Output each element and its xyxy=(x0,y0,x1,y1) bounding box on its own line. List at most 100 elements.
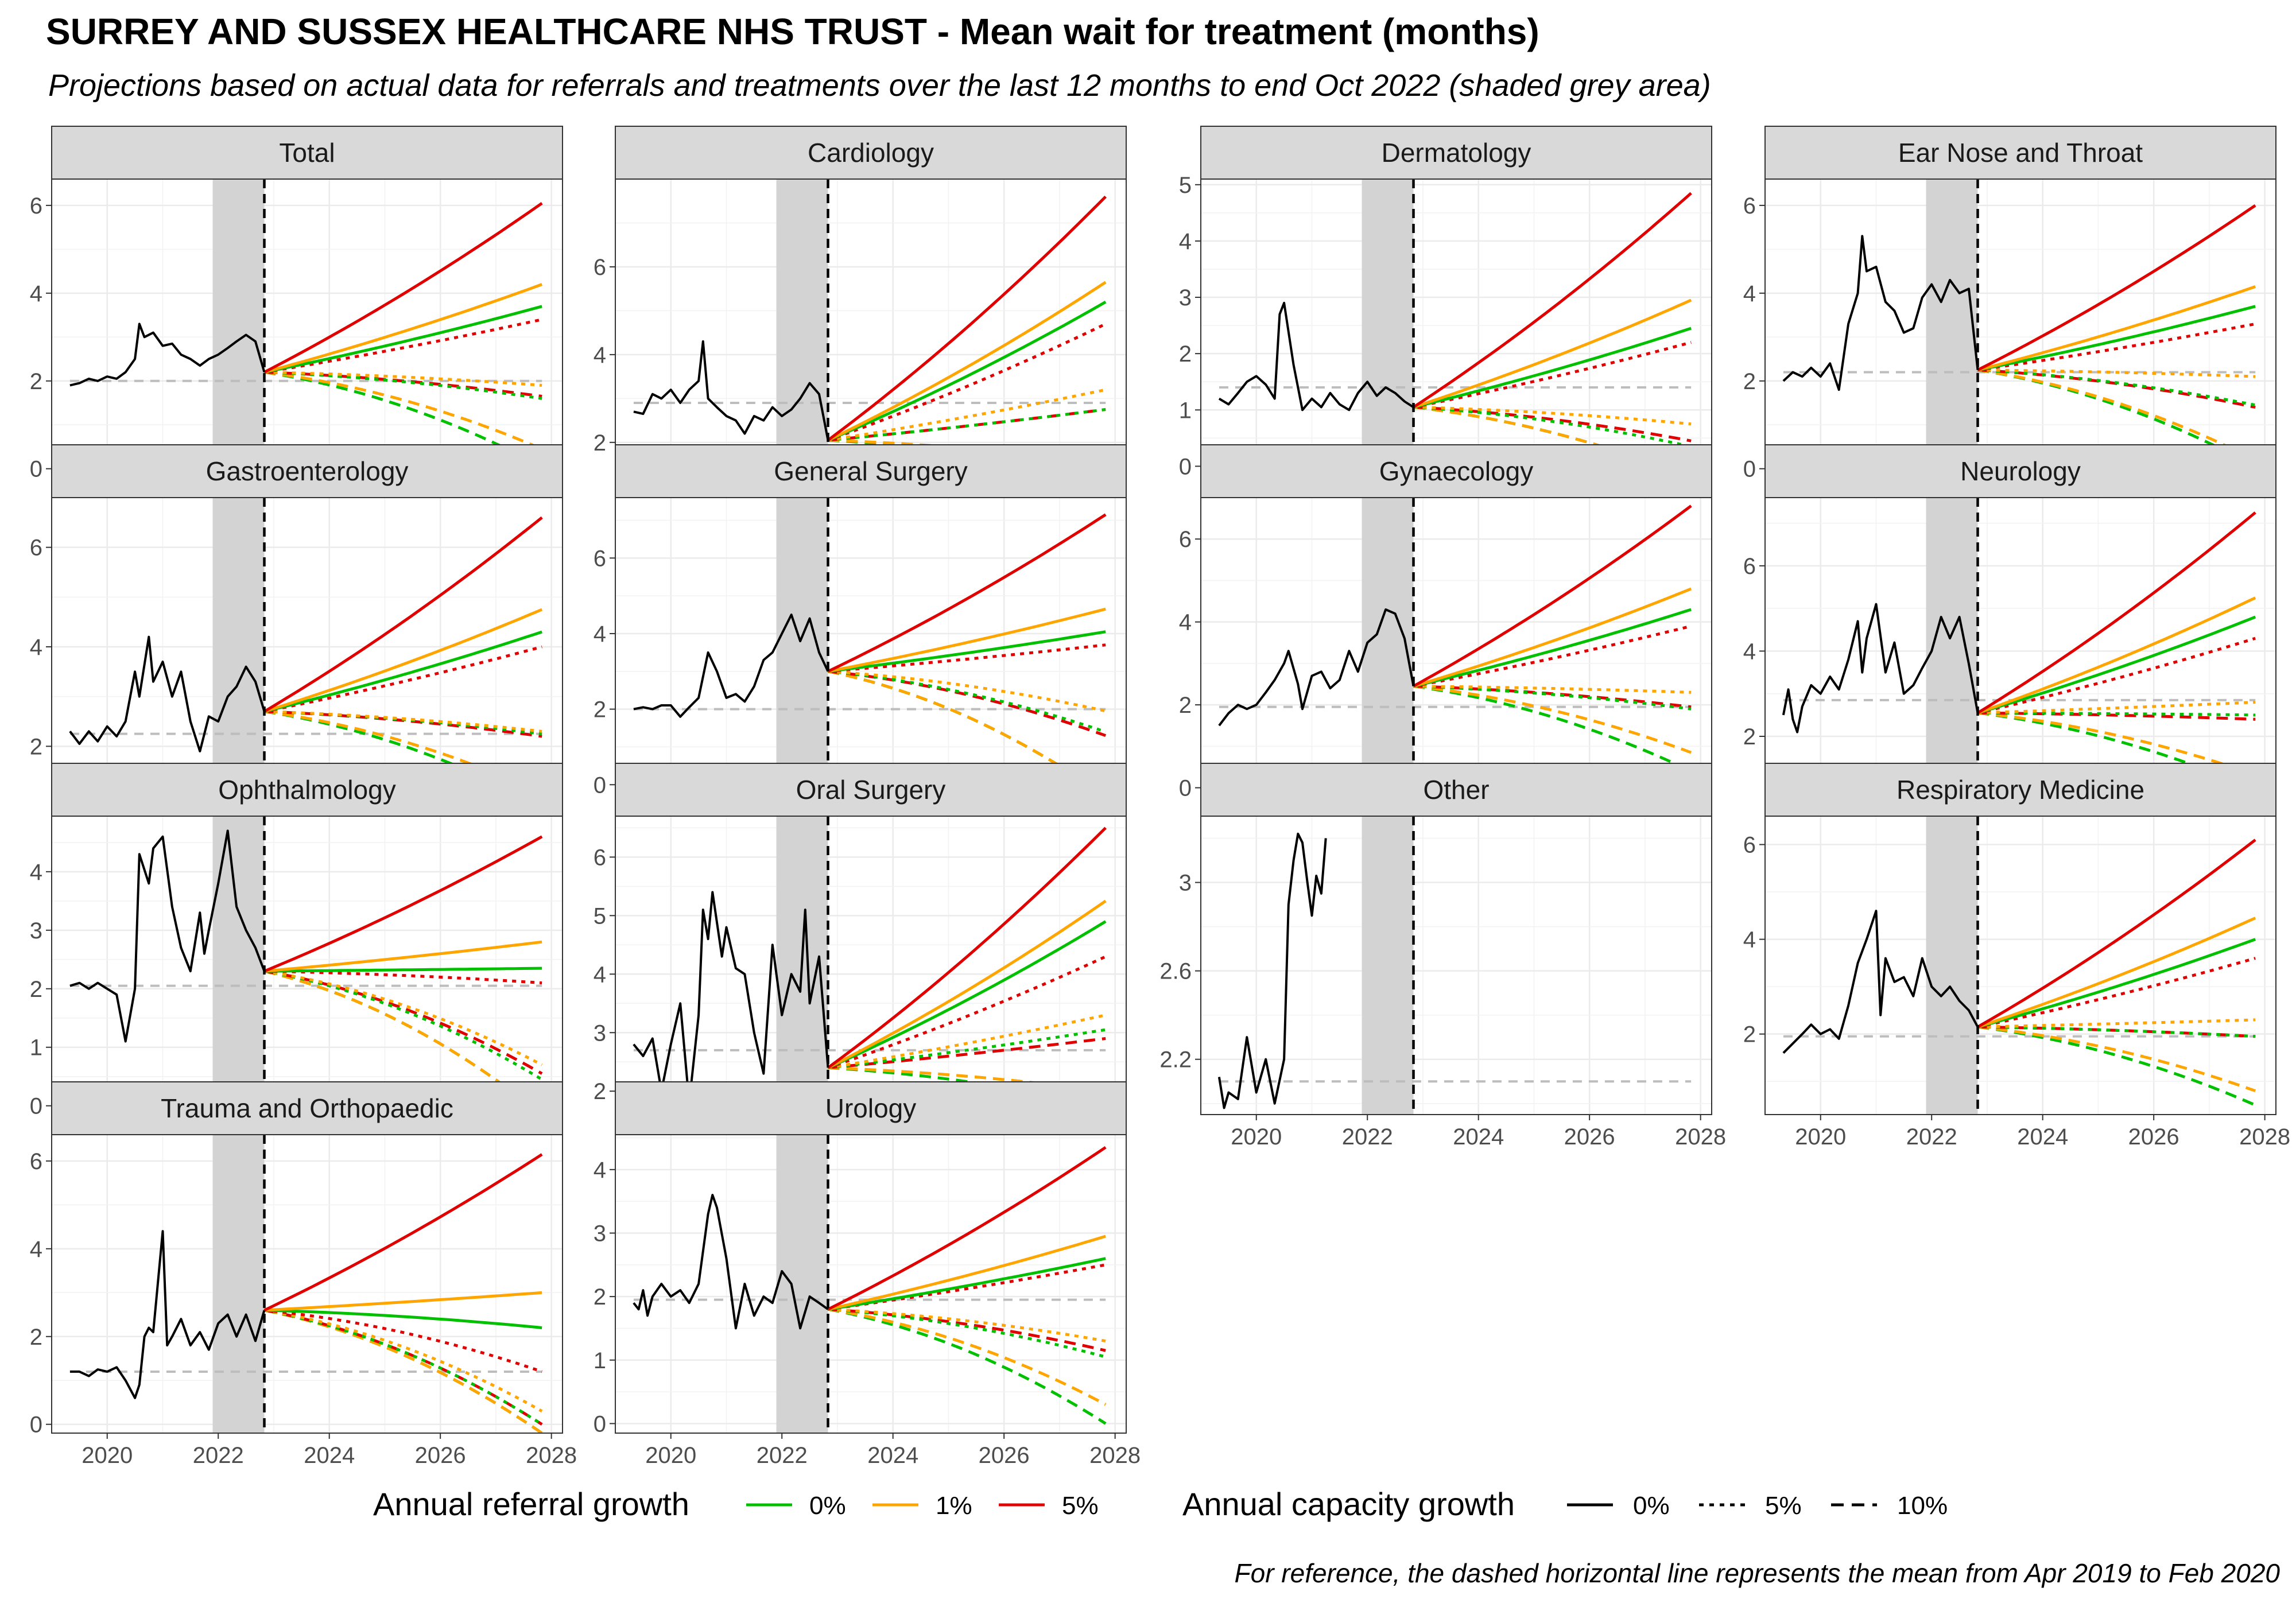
facet-strip xyxy=(615,1081,1127,1135)
x-tick-label: 2026 xyxy=(415,1443,466,1468)
y-tick-label: 3 xyxy=(594,1221,606,1246)
projection-referral-1pct-capacity-5pct xyxy=(1977,368,2256,378)
grid xyxy=(1765,816,2276,1115)
plot-area xyxy=(52,816,563,1115)
history-line xyxy=(1782,235,1979,391)
projection-referral-1pct-capacity-10pct xyxy=(827,670,1107,796)
shaded-period xyxy=(212,179,265,478)
y-tick-label: 3 xyxy=(1179,871,1192,896)
projection-referral-5pct-capacity-5pct xyxy=(827,955,1107,1069)
y-tick-label: 3 xyxy=(30,918,42,944)
projection-referral-1pct-capacity-10pct xyxy=(1977,368,2256,461)
facet-title: Ophthalmology xyxy=(218,775,395,805)
projection-referral-1pct-capacity-5pct xyxy=(264,969,543,1066)
x-tick-label: 2024 xyxy=(867,1443,918,1468)
plot-area xyxy=(615,498,1126,796)
legend-item-capacity-0: 0% xyxy=(1567,1492,1670,1520)
projection-referral-0pct-capacity-0pct xyxy=(827,920,1107,1069)
grid xyxy=(1201,816,1712,1115)
projection-referral-1pct-capacity-5pct xyxy=(1977,701,2256,715)
projection-referral-1pct-capacity-0pct xyxy=(1977,596,2256,715)
x-tick-label: 2026 xyxy=(2128,1124,2179,1150)
y-tick-label: 2 xyxy=(1179,341,1192,367)
projection-referral-1pct-capacity-10pct xyxy=(828,1307,1107,1406)
history-line xyxy=(69,635,266,752)
y-tick-label: 3 xyxy=(594,1020,606,1046)
panel-neurology: Neurology 2 4 6 xyxy=(1743,444,2276,797)
projection-referral-0pct-capacity-5pct xyxy=(828,408,1106,442)
x-tick-label: 2028 xyxy=(1089,1443,1141,1468)
projection-referral-1pct-capacity-0pct xyxy=(1413,298,1692,409)
projection-referral-5pct-capacity-5pct xyxy=(828,643,1106,673)
y-tick-label: 4 xyxy=(1743,281,1756,306)
x-tick-label: 2024 xyxy=(1453,1124,1504,1150)
y-tick-label: 0 xyxy=(30,1412,42,1438)
projection-referral-0pct-capacity-0pct xyxy=(264,966,542,973)
plot-lines xyxy=(69,202,543,468)
y-tick-label: 4 xyxy=(594,622,606,647)
projection-referral-1pct-capacity-0pct xyxy=(1977,285,2256,372)
panel-oral-surgery: Oral Surgery 2 3 4 5 6 xyxy=(594,763,1127,1115)
projection-referral-1pct-capacity-10pct xyxy=(1413,685,1692,754)
facet-title: Other xyxy=(1423,775,1489,805)
projection-referral-1pct-capacity-5pct xyxy=(264,1309,543,1412)
x-tick-label: 2026 xyxy=(1564,1124,1615,1150)
projection-referral-1pct-capacity-5pct xyxy=(828,388,1106,442)
projection-referral-5pct-capacity-0pct xyxy=(827,1146,1107,1311)
history-line xyxy=(1217,832,1327,1109)
legend-label-capacity-1: 5% xyxy=(1765,1492,1802,1520)
y-tick-label: 5 xyxy=(594,903,606,929)
panel-general-surgery: General Surgery 0 2 4 6 xyxy=(594,444,1127,798)
y-tick-label: 1 xyxy=(594,1348,606,1373)
shaded-period xyxy=(1362,179,1414,478)
projection-referral-1pct-capacity-0pct xyxy=(827,899,1107,1069)
y-tick-label: 3 xyxy=(1179,285,1192,310)
history-line xyxy=(69,323,266,387)
y-tick-label: 6 xyxy=(1179,527,1192,552)
projection-referral-0pct-capacity-5pct xyxy=(1977,1025,2256,1038)
plot-area xyxy=(1201,179,1712,478)
x-tick-label: 2020 xyxy=(1795,1124,1846,1150)
panel-dermatology: Dermatology 0 1 2 3 4 5 xyxy=(1179,126,1712,479)
facet-title: Cardiology xyxy=(808,138,934,168)
y-tick-label: 0 xyxy=(30,457,42,482)
projection-referral-0pct-capacity-0pct xyxy=(1977,615,2256,715)
y-tick-label: 6 xyxy=(30,193,42,219)
y-tick-label: 2 xyxy=(1743,1022,1756,1047)
facet-strip xyxy=(615,126,1127,180)
facet-title: Gastroenterology xyxy=(206,456,409,486)
plot-area xyxy=(52,179,563,478)
plot-lines xyxy=(1218,192,1692,478)
panel-border xyxy=(615,1134,1127,1434)
facet-title: Dermatology xyxy=(1382,138,1531,168)
projection-referral-5pct-capacity-5pct xyxy=(1977,636,2256,715)
y-tick-label: 6 xyxy=(30,1149,42,1174)
projection-referral-5pct-capacity-0pct xyxy=(1413,192,1692,409)
projection-referral-5pct-capacity-0pct xyxy=(827,513,1107,673)
projection-referral-1pct-capacity-10pct xyxy=(264,371,543,451)
y-tick-label: 2 xyxy=(1743,369,1756,394)
projection-referral-1pct-capacity-0pct xyxy=(827,281,1107,442)
plot-lines xyxy=(633,826,1107,1108)
projection-referral-0pct-capacity-5pct xyxy=(1413,685,1692,711)
projection-referral-1pct-capacity-0pct xyxy=(263,283,543,374)
panel-gynaecology: Gynaecology 0 2 4 6 xyxy=(1179,444,1712,801)
projection-referral-1pct-capacity-0pct xyxy=(1977,917,2256,1028)
facet-strip xyxy=(1200,444,1712,498)
shaded-period xyxy=(212,498,265,796)
plot-area xyxy=(615,179,1126,478)
x-tick-label: 2028 xyxy=(526,1443,577,1468)
projection-referral-0pct-capacity-10pct xyxy=(264,371,543,468)
projection-referral-1pct-capacity-0pct xyxy=(828,607,1106,673)
legend-label-capacity-2: 10% xyxy=(1897,1492,1948,1520)
plot-lines xyxy=(633,1146,1107,1425)
projection-referral-1pct-capacity-5pct xyxy=(828,1307,1106,1343)
panel-ophthalmology: Ophthalmology 0 1 2 3 4 xyxy=(30,763,563,1119)
panel-border xyxy=(1200,816,1712,1115)
legend: Annual referral growth 0% 1% 5% Annual c… xyxy=(373,1486,1948,1522)
plot-area xyxy=(615,1135,1126,1433)
plot-area xyxy=(1201,498,1712,796)
projection-referral-0pct-capacity-10pct xyxy=(1413,685,1692,773)
projection-referral-0pct-capacity-5pct xyxy=(1977,711,2256,717)
